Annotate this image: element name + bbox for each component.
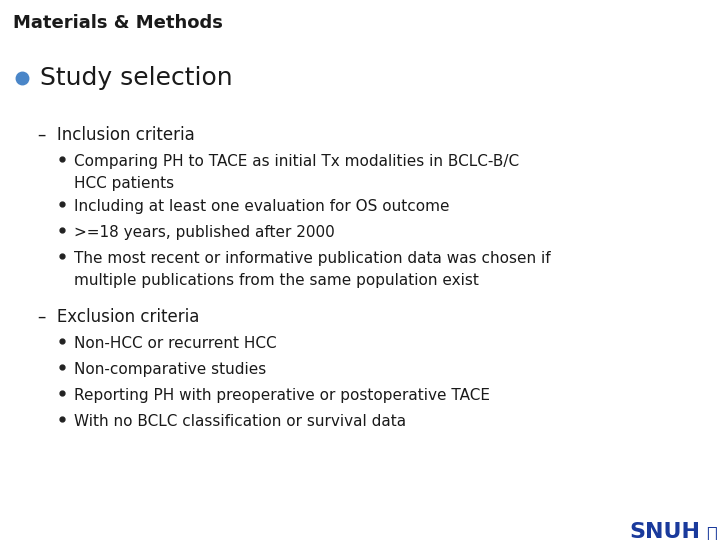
Text: –  Inclusion criteria: – Inclusion criteria xyxy=(38,126,194,144)
Text: Reporting PH with preoperative or postoperative TACE: Reporting PH with preoperative or postop… xyxy=(74,388,490,403)
Text: SNUH: SNUH xyxy=(629,522,700,540)
Text: –  Exclusion criteria: – Exclusion criteria xyxy=(38,308,199,326)
Text: Including at least one evaluation for OS outcome: Including at least one evaluation for OS… xyxy=(74,199,449,214)
Text: multiple publications from the same population exist: multiple publications from the same popu… xyxy=(74,273,479,288)
Text: With no BCLC classification or survival data: With no BCLC classification or survival … xyxy=(74,414,406,429)
Text: Comparing PH to TACE as initial Tx modalities in BCLC-B/C: Comparing PH to TACE as initial Tx modal… xyxy=(74,154,519,169)
Text: ⧉: ⧉ xyxy=(706,526,716,540)
Text: HCC patients: HCC patients xyxy=(74,176,174,191)
Text: The most recent or informative publication data was chosen if: The most recent or informative publicati… xyxy=(74,251,551,266)
Text: Non-HCC or recurrent HCC: Non-HCC or recurrent HCC xyxy=(74,336,276,351)
Text: Study selection: Study selection xyxy=(40,66,233,90)
Text: Non-comparative studies: Non-comparative studies xyxy=(74,362,266,377)
Text: >=18 years, published after 2000: >=18 years, published after 2000 xyxy=(74,225,335,240)
Text: Materials & Methods: Materials & Methods xyxy=(13,14,222,32)
